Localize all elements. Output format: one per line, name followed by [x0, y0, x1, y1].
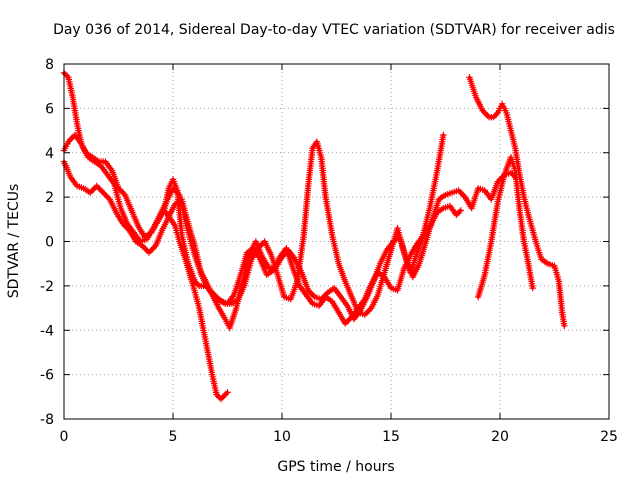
series-markers [466, 74, 568, 329]
x-tick-label: 20 [491, 429, 509, 445]
series-markers [161, 207, 231, 403]
series-layer [60, 69, 568, 403]
y-tick-label: 6 [45, 101, 54, 117]
x-tick-label: 15 [382, 429, 400, 445]
tick-layer: 0 5 10 15 20 25 -8 -6 -4 -2 0 2 4 6 8 [40, 57, 618, 445]
y-tick-label: -2 [40, 279, 54, 295]
series-track-5 [466, 74, 568, 329]
x-tick-label: 10 [273, 429, 291, 445]
series-track-4 [161, 207, 231, 403]
series-track-3 [60, 158, 464, 327]
x-tick-label: 5 [169, 429, 178, 445]
series-track-6 [475, 154, 536, 301]
y-tick-label: -6 [40, 368, 54, 384]
x-axis-title: GPS time / hours [277, 459, 394, 475]
chart-title: Day 036 of 2014, Sidereal Day-to-day VTE… [53, 22, 615, 38]
y-axis-title: SDTVAR / TECUs [6, 184, 22, 299]
y-tick-label: -8 [40, 412, 54, 428]
y-tick-label: -4 [40, 323, 54, 339]
series-trace [476, 155, 535, 299]
series-markers [475, 154, 536, 301]
y-tick-label: 8 [45, 57, 54, 73]
y-tick-label: 4 [45, 146, 54, 162]
y-tick-label: 0 [45, 235, 54, 251]
y-tick-label: 2 [45, 190, 54, 206]
x-tick-label: 0 [60, 429, 69, 445]
x-tick-label: 25 [600, 429, 618, 445]
